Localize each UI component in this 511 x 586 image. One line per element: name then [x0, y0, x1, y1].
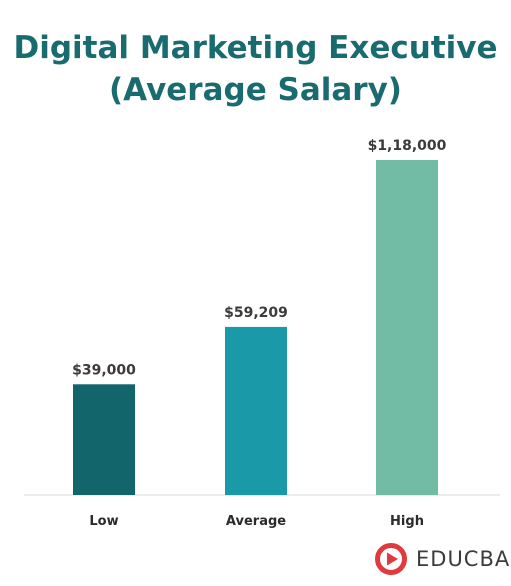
value-label-average: $59,209	[224, 305, 288, 321]
value-labels-group: $39,000 $59,209 $1,18,000	[72, 138, 447, 378]
value-label-high: $1,18,000	[368, 138, 447, 154]
value-label-low: $39,000	[72, 362, 136, 378]
chart-title-line-2: (Average Salary)	[109, 72, 402, 108]
play-badge-icon	[375, 543, 407, 575]
category-label-low: Low	[89, 514, 118, 529]
brand-name: EDUCBA	[416, 547, 511, 571]
bar-average	[225, 326, 287, 495]
category-label-average: Average	[226, 514, 286, 529]
bars-group	[73, 160, 438, 495]
chart-title-line-1: Digital Marketing Executive	[13, 30, 498, 66]
category-label-high: High	[390, 514, 424, 529]
brand: EDUCBA	[374, 541, 510, 577]
bar-high	[376, 160, 438, 495]
category-labels-group: Low Average High	[89, 514, 424, 529]
bar-low	[73, 384, 135, 495]
